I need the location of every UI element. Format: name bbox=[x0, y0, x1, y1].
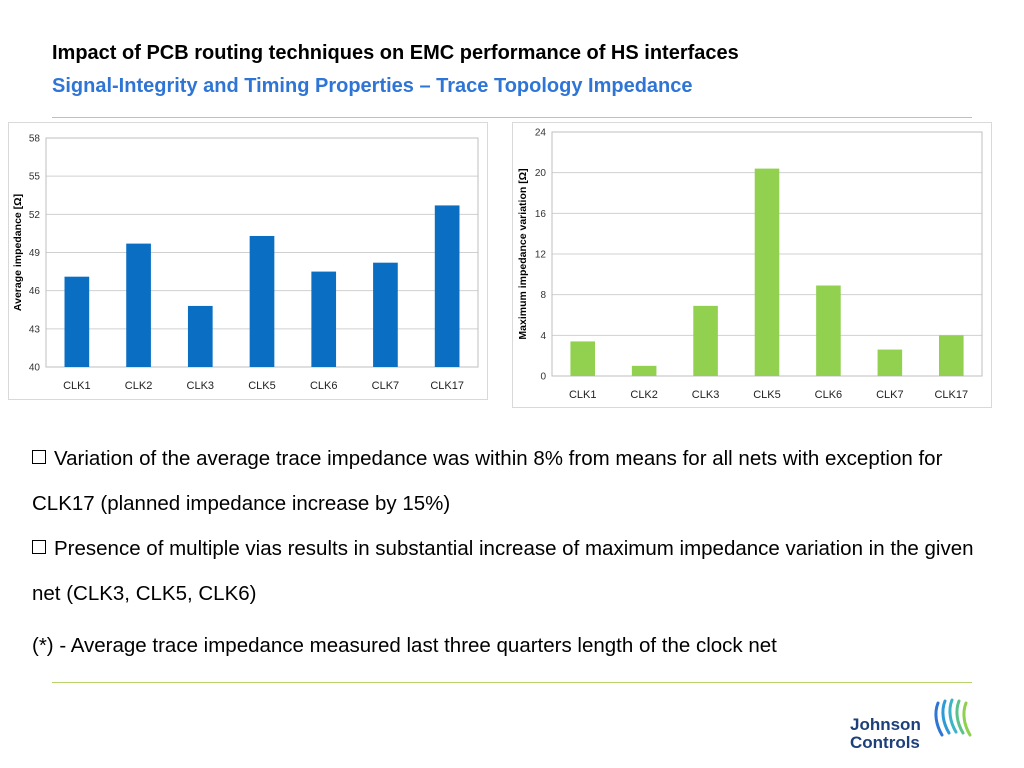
avg-y-tick-label: 58 bbox=[29, 134, 41, 145]
max-y-axis-label: Maximum impedance variation [Ω] bbox=[517, 168, 529, 339]
average-impedance-chart: 40 43 46 49 52 55 58 CLK1 CLK2 CLK3 CLK5 CLK6 CLK7 CL… bbox=[8, 122, 488, 400]
max-x-tick-label: CLK3 bbox=[692, 389, 720, 401]
max-y-tick-label: 4 bbox=[540, 331, 546, 342]
avg-bar-clk6 bbox=[311, 271, 337, 367]
max-bar-clk6 bbox=[816, 285, 841, 376]
avg-y-tick-label: 43 bbox=[29, 324, 41, 335]
avg-bar-clk7 bbox=[373, 262, 398, 367]
average-impedance-chart-svg: 40 43 46 49 52 55 58 CLK1 CLK2 CLK3 CLK5 CLK6 CLK7 CL… bbox=[8, 122, 488, 400]
max-x-tick-label: CLK2 bbox=[630, 389, 658, 401]
checkbox-bullet-icon bbox=[32, 450, 46, 464]
avg-y-tick-label: 40 bbox=[29, 363, 41, 374]
avg-y-tick-label: 52 bbox=[29, 210, 41, 221]
max-y-tick-label: 0 bbox=[540, 372, 546, 383]
avg-x-tick-label: CLK6 bbox=[310, 380, 338, 392]
avg-y-tick-label: 46 bbox=[29, 286, 41, 297]
max-bar-clk2 bbox=[631, 365, 657, 376]
avg-x-tick-label: CLK5 bbox=[248, 380, 276, 392]
bullet-list: Variation of the average trace impedance… bbox=[32, 436, 992, 616]
top-divider bbox=[52, 117, 972, 118]
logo-line-1: Johnson bbox=[850, 715, 921, 734]
slide-subtitle: Signal-Integrity and Timing Properties –… bbox=[52, 75, 693, 97]
max-y-tick-label: 12 bbox=[535, 250, 547, 261]
max-y-tick-label: 20 bbox=[535, 168, 547, 179]
avg-bar-clk3 bbox=[187, 305, 213, 367]
avg-y-tick-label: 49 bbox=[29, 248, 41, 259]
max-y-tick-label: 8 bbox=[540, 290, 546, 301]
logo-line-2: Controls bbox=[850, 733, 920, 752]
bullet-item-2: Presence of multiple vias results in sub… bbox=[32, 526, 992, 616]
avg-x-tick-label: CLK3 bbox=[187, 380, 215, 392]
avg-y-tick-label: 55 bbox=[29, 172, 41, 183]
max-bar-clk3 bbox=[693, 305, 718, 376]
bullet-item-1: Variation of the average trace impedance… bbox=[32, 436, 992, 526]
max-bar-clk1 bbox=[570, 341, 595, 376]
avg-y-axis-label: Average impedance [Ω] bbox=[12, 194, 24, 311]
avg-bar-clk5 bbox=[249, 235, 275, 367]
avg-bar-clk17 bbox=[434, 205, 460, 367]
johnson-controls-logo-icon bbox=[934, 698, 972, 737]
max-y-tick-label: 24 bbox=[535, 128, 547, 139]
max-impedance-variation-chart: 0 4 8 12 16 20 24 CLK1 CLK2 CLK3 CLK5 CLK6 CLK7 CLK17… bbox=[512, 122, 992, 408]
checkbox-bullet-icon bbox=[32, 540, 46, 554]
max-x-tick-label: CLK7 bbox=[876, 389, 904, 401]
footnote: (*) - Average trace impedance measured l… bbox=[32, 634, 777, 657]
max-bar-clk5 bbox=[754, 168, 780, 376]
bottom-divider bbox=[52, 682, 972, 683]
max-x-tick-label: CLK17 bbox=[934, 389, 968, 401]
max-x-tick-label: CLK1 bbox=[569, 389, 597, 401]
avg-x-tick-label: CLK1 bbox=[63, 380, 91, 392]
logo-wordmark: Johnson Controls bbox=[850, 716, 921, 752]
max-x-tick-label: CLK5 bbox=[753, 389, 781, 401]
bullet-text-1: Variation of the average trace impedance… bbox=[32, 447, 943, 515]
avg-bar-clk1 bbox=[64, 276, 90, 367]
max-x-tick-label: CLK6 bbox=[815, 389, 843, 401]
max-bar-clk17 bbox=[939, 335, 964, 376]
slide-title: Impact of PCB routing techniques on EMC … bbox=[52, 42, 739, 64]
avg-x-tick-label: CLK2 bbox=[125, 380, 153, 392]
avg-x-tick-label: CLK7 bbox=[372, 380, 400, 392]
avg-x-tick-label: CLK17 bbox=[430, 380, 464, 392]
max-y-tick-label: 16 bbox=[535, 209, 547, 220]
avg-bar-clk2 bbox=[126, 243, 151, 367]
max-impedance-variation-chart-svg: 0 4 8 12 16 20 24 CLK1 CLK2 CLK3 CLK5 CLK6 CLK7 CLK17… bbox=[512, 122, 992, 408]
bullet-text-2: Presence of multiple vias results in sub… bbox=[32, 537, 974, 605]
max-bar-clk7 bbox=[877, 349, 903, 376]
